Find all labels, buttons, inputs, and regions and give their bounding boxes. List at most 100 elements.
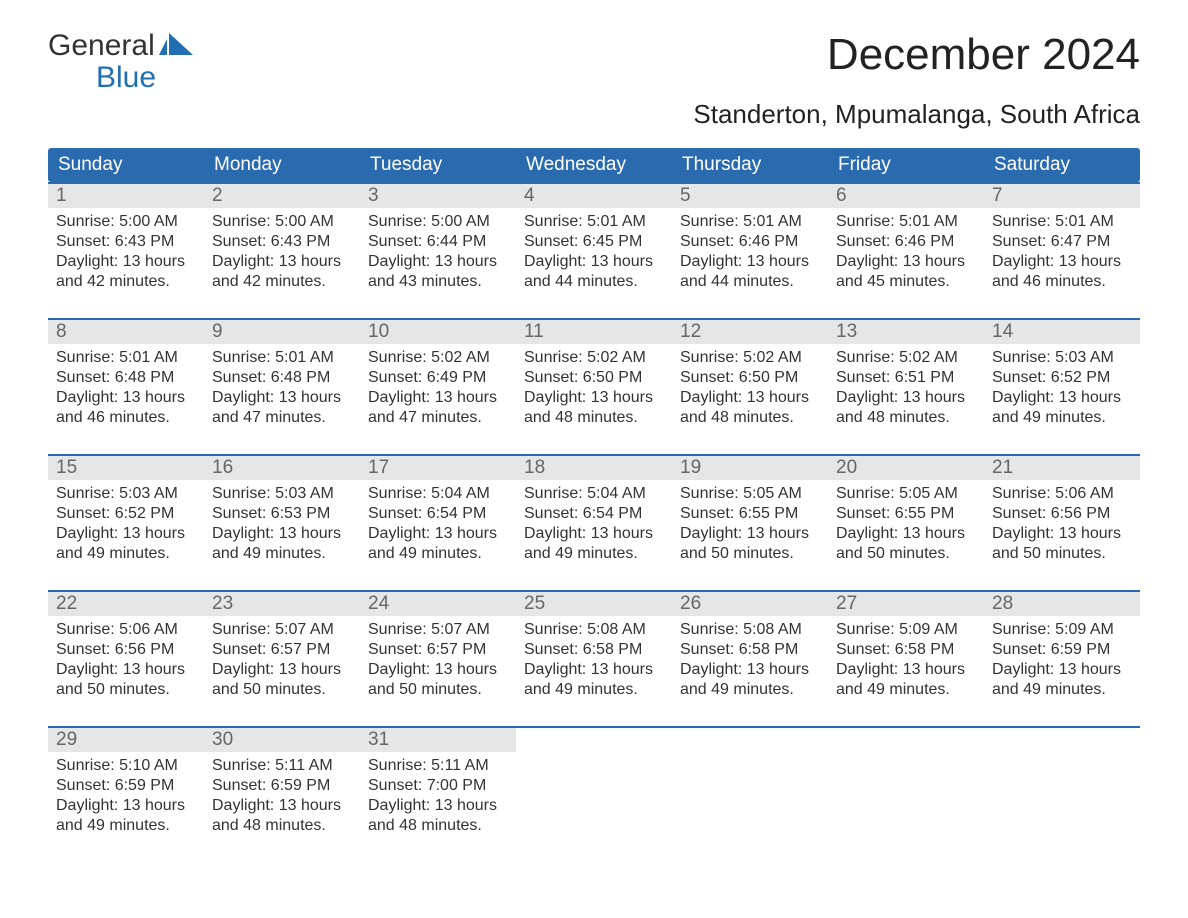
day-cell-empty: [984, 728, 1140, 844]
day-body: Sunrise: 5:08 AMSunset: 6:58 PMDaylight:…: [516, 616, 672, 708]
day-body: Sunrise: 5:00 AMSunset: 6:43 PMDaylight:…: [48, 208, 204, 300]
sunrise-line: Sunrise: 5:05 AM: [680, 484, 820, 504]
day-cell-3: 3Sunrise: 5:00 AMSunset: 6:44 PMDaylight…: [360, 184, 516, 300]
dow-tuesday: Tuesday: [360, 148, 516, 182]
sunrise-line: Sunrise: 5:01 AM: [680, 212, 820, 232]
day-body: Sunrise: 5:03 AMSunset: 6:53 PMDaylight:…: [204, 480, 360, 572]
sunrise-line: Sunrise: 5:03 AM: [56, 484, 196, 504]
daylight-line: Daylight: 13 hours and 42 minutes.: [212, 252, 352, 292]
day-body: Sunrise: 5:00 AMSunset: 6:44 PMDaylight:…: [360, 208, 516, 300]
day-cell-31: 31Sunrise: 5:11 AMSunset: 7:00 PMDayligh…: [360, 728, 516, 844]
sunrise-line: Sunrise: 5:01 AM: [212, 348, 352, 368]
day-cell-24: 24Sunrise: 5:07 AMSunset: 6:57 PMDayligh…: [360, 592, 516, 708]
day-cell-9: 9Sunrise: 5:01 AMSunset: 6:48 PMDaylight…: [204, 320, 360, 436]
daylight-line: Daylight: 13 hours and 50 minutes.: [212, 660, 352, 700]
sunrise-line: Sunrise: 5:07 AM: [368, 620, 508, 640]
day-number: 6: [828, 184, 984, 208]
sunset-line: Sunset: 7:00 PM: [368, 776, 508, 796]
day-body: Sunrise: 5:11 AMSunset: 6:59 PMDaylight:…: [204, 752, 360, 844]
daylight-line: Daylight: 13 hours and 46 minutes.: [56, 388, 196, 428]
day-number: 5: [672, 184, 828, 208]
sunset-line: Sunset: 6:59 PM: [56, 776, 196, 796]
day-cell-10: 10Sunrise: 5:02 AMSunset: 6:49 PMDayligh…: [360, 320, 516, 436]
sunrise-line: Sunrise: 5:01 AM: [56, 348, 196, 368]
day-body: Sunrise: 5:05 AMSunset: 6:55 PMDaylight:…: [828, 480, 984, 572]
day-body: Sunrise: 5:01 AMSunset: 6:47 PMDaylight:…: [984, 208, 1140, 300]
day-cell-29: 29Sunrise: 5:10 AMSunset: 6:59 PMDayligh…: [48, 728, 204, 844]
day-cell-8: 8Sunrise: 5:01 AMSunset: 6:48 PMDaylight…: [48, 320, 204, 436]
daylight-line: Daylight: 13 hours and 48 minutes.: [368, 796, 508, 836]
sunset-line: Sunset: 6:54 PM: [524, 504, 664, 524]
day-body: Sunrise: 5:11 AMSunset: 7:00 PMDaylight:…: [360, 752, 516, 844]
sunrise-line: Sunrise: 5:03 AM: [992, 348, 1132, 368]
day-number: 19: [672, 456, 828, 480]
day-number: 25: [516, 592, 672, 616]
day-number: [984, 728, 1140, 752]
sunrise-line: Sunrise: 5:10 AM: [56, 756, 196, 776]
week-row: 1Sunrise: 5:00 AMSunset: 6:43 PMDaylight…: [48, 182, 1140, 300]
daylight-line: Daylight: 13 hours and 50 minutes.: [836, 524, 976, 564]
sunset-line: Sunset: 6:58 PM: [680, 640, 820, 660]
daylight-line: Daylight: 13 hours and 44 minutes.: [524, 252, 664, 292]
sunset-line: Sunset: 6:52 PM: [56, 504, 196, 524]
day-number: 23: [204, 592, 360, 616]
daylight-line: Daylight: 13 hours and 43 minutes.: [368, 252, 508, 292]
dow-saturday: Saturday: [984, 148, 1140, 182]
logo-flag-icon: [159, 30, 193, 62]
day-body: Sunrise: 5:02 AMSunset: 6:49 PMDaylight:…: [360, 344, 516, 436]
day-cell-11: 11Sunrise: 5:02 AMSunset: 6:50 PMDayligh…: [516, 320, 672, 436]
daylight-line: Daylight: 13 hours and 49 minutes.: [524, 660, 664, 700]
daylight-line: Daylight: 13 hours and 50 minutes.: [368, 660, 508, 700]
sunset-line: Sunset: 6:46 PM: [680, 232, 820, 252]
day-number: 18: [516, 456, 672, 480]
day-cell-23: 23Sunrise: 5:07 AMSunset: 6:57 PMDayligh…: [204, 592, 360, 708]
day-number: 7: [984, 184, 1140, 208]
sunset-line: Sunset: 6:50 PM: [524, 368, 664, 388]
logo-word-1: General: [48, 30, 155, 62]
sunrise-line: Sunrise: 5:02 AM: [524, 348, 664, 368]
day-body: Sunrise: 5:09 AMSunset: 6:59 PMDaylight:…: [984, 616, 1140, 708]
sunrise-line: Sunrise: 5:01 AM: [524, 212, 664, 232]
dow-sunday: Sunday: [48, 148, 204, 182]
day-number: 13: [828, 320, 984, 344]
daylight-line: Daylight: 13 hours and 46 minutes.: [992, 252, 1132, 292]
location-subtitle: Standerton, Mpumalanga, South Africa: [48, 99, 1140, 130]
day-cell-19: 19Sunrise: 5:05 AMSunset: 6:55 PMDayligh…: [672, 456, 828, 572]
day-body: Sunrise: 5:01 AMSunset: 6:48 PMDaylight:…: [204, 344, 360, 436]
day-number: [828, 728, 984, 752]
sunset-line: Sunset: 6:43 PM: [56, 232, 196, 252]
sunrise-line: Sunrise: 5:06 AM: [56, 620, 196, 640]
day-number: 29: [48, 728, 204, 752]
day-body: Sunrise: 5:02 AMSunset: 6:50 PMDaylight:…: [672, 344, 828, 436]
day-cell-26: 26Sunrise: 5:08 AMSunset: 6:58 PMDayligh…: [672, 592, 828, 708]
day-cell-empty: [828, 728, 984, 844]
day-body: Sunrise: 5:03 AMSunset: 6:52 PMDaylight:…: [984, 344, 1140, 436]
sunrise-line: Sunrise: 5:11 AM: [212, 756, 352, 776]
day-cell-17: 17Sunrise: 5:04 AMSunset: 6:54 PMDayligh…: [360, 456, 516, 572]
dow-friday: Friday: [828, 148, 984, 182]
day-number: 3: [360, 184, 516, 208]
sunset-line: Sunset: 6:49 PM: [368, 368, 508, 388]
day-cell-7: 7Sunrise: 5:01 AMSunset: 6:47 PMDaylight…: [984, 184, 1140, 300]
sunrise-line: Sunrise: 5:09 AM: [836, 620, 976, 640]
day-number: 30: [204, 728, 360, 752]
sunset-line: Sunset: 6:59 PM: [212, 776, 352, 796]
sunrise-line: Sunrise: 5:07 AM: [212, 620, 352, 640]
day-cell-27: 27Sunrise: 5:09 AMSunset: 6:58 PMDayligh…: [828, 592, 984, 708]
daylight-line: Daylight: 13 hours and 50 minutes.: [56, 660, 196, 700]
day-number: 20: [828, 456, 984, 480]
daylight-line: Daylight: 13 hours and 48 minutes.: [680, 388, 820, 428]
day-cell-6: 6Sunrise: 5:01 AMSunset: 6:46 PMDaylight…: [828, 184, 984, 300]
day-body: Sunrise: 5:09 AMSunset: 6:58 PMDaylight:…: [828, 616, 984, 708]
sunset-line: Sunset: 6:47 PM: [992, 232, 1132, 252]
daylight-line: Daylight: 13 hours and 44 minutes.: [680, 252, 820, 292]
sunset-line: Sunset: 6:58 PM: [836, 640, 976, 660]
daylight-line: Daylight: 13 hours and 47 minutes.: [212, 388, 352, 428]
sunset-line: Sunset: 6:52 PM: [992, 368, 1132, 388]
day-of-week-header: SundayMondayTuesdayWednesdayThursdayFrid…: [48, 148, 1140, 182]
day-cell-28: 28Sunrise: 5:09 AMSunset: 6:59 PMDayligh…: [984, 592, 1140, 708]
sunrise-line: Sunrise: 5:04 AM: [368, 484, 508, 504]
day-body: Sunrise: 5:01 AMSunset: 6:46 PMDaylight:…: [828, 208, 984, 300]
daylight-line: Daylight: 13 hours and 49 minutes.: [992, 388, 1132, 428]
sunrise-line: Sunrise: 5:04 AM: [524, 484, 664, 504]
